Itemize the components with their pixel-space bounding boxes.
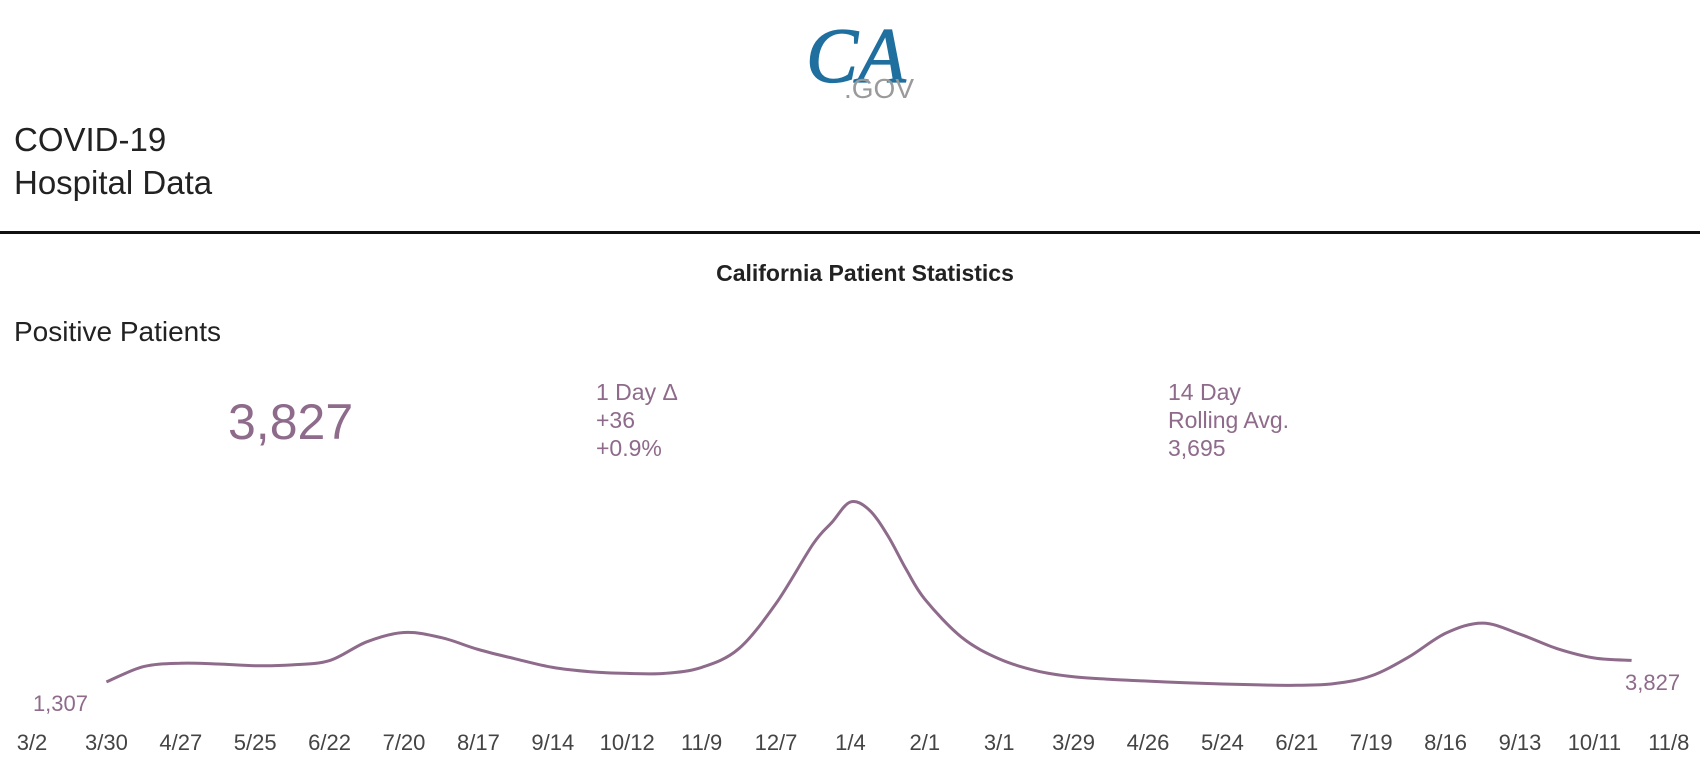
x-tick-label: 10/12 <box>600 730 655 755</box>
x-tick-label: 5/24 <box>1201 730 1244 755</box>
x-tick-label: 3/29 <box>1052 730 1095 755</box>
x-tick-label: 8/16 <box>1424 730 1467 755</box>
x-tick-label: 7/19 <box>1350 730 1393 755</box>
page-title-line2: Hospital Data <box>14 164 213 201</box>
one-day-delta: 1 Day Δ +36 +0.9% <box>596 378 678 462</box>
metric-title: Positive Patients <box>14 316 221 347</box>
ca-gov-logo-suffix: .GOV <box>844 73 914 104</box>
x-tick-label: 4/26 <box>1127 730 1170 755</box>
current-value: 3,827 <box>228 394 354 450</box>
header-divider <box>0 231 1700 234</box>
x-tick-label: 4/27 <box>159 730 202 755</box>
x-tick-label: 10/11 <box>1568 730 1621 755</box>
series-start-label: 1,307 <box>33 691 88 716</box>
x-tick-label: 9/13 <box>1499 730 1542 755</box>
positive-patients-chart: 3/2 3/30 4/27 5/25 6/22 7/20 8/17 9/14 10/12 11/9… <box>17 499 1689 755</box>
delta-absolute: +36 <box>596 407 636 433</box>
x-tick-label: 12/7 <box>755 730 798 755</box>
x-tick-label: 3/2 <box>17 730 48 755</box>
x-tick-label: 11/8 <box>1648 730 1689 755</box>
rolling-label-line1: 14 Day <box>1168 379 1241 405</box>
ca-gov-logo: CA .GOV <box>805 12 914 104</box>
x-tick-label: 11/9 <box>681 730 722 755</box>
section-title: California Patient Statistics <box>716 260 1014 286</box>
page-title-line1: COVID-19 <box>14 121 167 158</box>
rolling-value: 3,695 <box>1168 435 1226 461</box>
positive-patients-line <box>105 499 1632 687</box>
rolling-label-line2: Rolling Avg. <box>1168 407 1290 433</box>
ca-gov-logo-mark: CA <box>806 12 906 99</box>
x-tick-label: 5/25 <box>234 730 277 755</box>
page-title: COVID-19 Hospital Data <box>14 118 212 204</box>
x-tick-label: 3/30 <box>85 730 128 755</box>
delta-percent: +0.9% <box>596 435 662 461</box>
x-tick-label: 1/4 <box>835 730 866 755</box>
x-tick-label: 2/1 <box>910 730 941 755</box>
x-tick-label: 7/20 <box>383 730 426 755</box>
x-tick-label: 6/22 <box>308 730 351 755</box>
x-tick-label: 8/17 <box>457 730 500 755</box>
delta-label: 1 Day Δ <box>596 379 678 405</box>
rolling-average: 14 Day Rolling Avg. 3,695 <box>1168 378 1289 462</box>
x-tick-label: 9/14 <box>531 730 574 755</box>
x-tick-label: 3/1 <box>984 730 1015 755</box>
series-end-label: 3,827 <box>1625 670 1680 695</box>
x-tick-label: 6/21 <box>1275 730 1318 755</box>
